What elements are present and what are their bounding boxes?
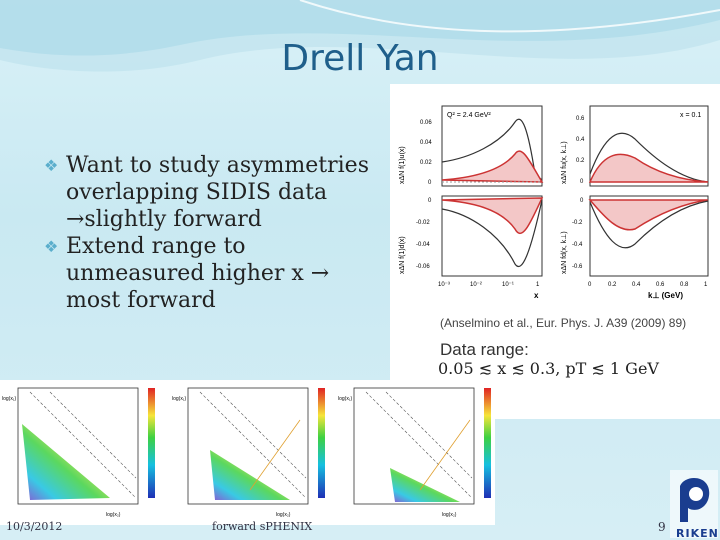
y-tick-label: 0.6 (576, 116, 585, 122)
y-tick-label: 0 (428, 198, 432, 204)
footer-title: forward sPHENIX (212, 520, 313, 533)
y-tick-label: -0.02 (416, 220, 430, 226)
asymmetry-plots: Q² = 2.4 GeV² 0.06 0.04 0.02 0 xΔN f(1)u… (399, 105, 709, 300)
y-axis-label: log(x₁) (172, 396, 187, 402)
y-tick-label: 0.04 (420, 140, 432, 146)
plot-bottom-left: 0 -0.02 -0.04 -0.06 10⁻³ 10⁻² 10⁻¹ 1 x x… (399, 195, 544, 300)
heatmap-strip: log(x₁) log(x₂) log(x₁) log(x₂) log(x₁) … (0, 380, 495, 525)
y-tick-label: -0.4 (572, 242, 583, 248)
y-axis-label: xΔN f(1)u(x) (399, 146, 406, 184)
slide-title: Drell Yan (281, 38, 439, 79)
x-axis-label: log(x₂) (442, 512, 457, 518)
citation: (Anselmino et al., Eur. Phys. J. A39 (20… (440, 316, 687, 330)
x-tick-label: 0 (588, 282, 592, 288)
y-tick-label: 0.4 (576, 137, 585, 143)
bullet-text: Extend range to unmeasured higher x → mo… (66, 234, 330, 313)
bullet-text: Want to study asymmetries overlapping SI… (66, 153, 369, 232)
data-range-formula: 0.05 ≲ x ≲ 0.3, pT ≲ 1 GeV (438, 359, 659, 378)
y-axis-label: xΔN fd(x, k⊥) (561, 231, 568, 274)
plot-annotation: Q² = 2.4 GeV² (447, 112, 491, 119)
bullet-list: ❖ Want to study asymmetries overlapping … (44, 152, 374, 314)
bullet-item: ❖ Extend range to unmeasured higher x → … (44, 233, 374, 314)
asymmetry-figure: Q² = 2.4 GeV² 0.06 0.04 0.02 0 xΔN f(1)u… (390, 84, 720, 419)
plot-top-left: Q² = 2.4 GeV² 0.06 0.04 0.02 0 xΔN f(1)u… (399, 105, 544, 187)
y-tick-label: -0.6 (572, 264, 583, 270)
logo-text: RIKEN (676, 527, 719, 540)
x-tick-label: 10⁻¹ (502, 282, 514, 288)
plot-annotation: x = 0.1 (680, 112, 701, 119)
x-tick-label: 0.2 (608, 282, 617, 288)
y-tick-label: -0.2 (572, 220, 583, 226)
heatmap-panel: log(x₁) log(x₂) (338, 387, 491, 518)
footer-date: 10/3/2012 (6, 520, 63, 533)
x-tick-label: 1 (536, 282, 540, 288)
y-tick-label: 0 (580, 198, 584, 204)
y-tick-label: 0 (428, 180, 432, 186)
x-tick-label: 0.4 (632, 282, 641, 288)
heatmap-panel: log(x₁) log(x₂) (172, 387, 325, 518)
y-tick-label: 0.06 (420, 120, 432, 126)
y-axis-label: log(x₁) (338, 396, 353, 402)
data-range-label: Data range: (440, 340, 529, 359)
x-tick-label: 10⁻² (470, 282, 482, 288)
x-axis-label: log(x₂) (106, 512, 121, 518)
plot-top-right: x = 0.1 0.6 0.4 0.2 0 xΔN fu(x, k⊥) (561, 105, 709, 187)
x-axis-label: log(x₂) (276, 512, 291, 518)
x-tick-label: 1 (704, 282, 708, 288)
y-tick-label: 0 (580, 179, 584, 185)
page-number: 9 (658, 520, 666, 534)
heatmap-figures: log(x₁) log(x₂) log(x₁) log(x₂) log(x₁) … (2, 387, 491, 518)
bullet-icon: ❖ (44, 156, 59, 175)
y-axis-label: xΔN f(1)d(x) (399, 236, 406, 274)
y-tick-label: -0.04 (416, 242, 430, 248)
heatmap-panel: log(x₁) log(x₂) (2, 387, 155, 518)
y-axis-label: xΔN fu(x, k⊥) (561, 141, 568, 184)
bullet-icon: ❖ (44, 237, 59, 256)
y-tick-label: 0.02 (420, 160, 432, 166)
y-tick-label: 0.2 (576, 158, 585, 164)
y-axis-label: log(x₁) (2, 396, 17, 402)
x-axis-label: x (534, 291, 539, 300)
plot-bottom-right: 0 -0.2 -0.4 -0.6 0 0.2 0.4 0.6 0.8 1 k⊥ … (561, 195, 709, 300)
bullet-item: ❖ Want to study asymmetries overlapping … (44, 152, 374, 233)
x-tick-label: 0.8 (680, 282, 689, 288)
header-wave-decoration (0, 0, 720, 72)
x-tick-label: 0.6 (656, 282, 665, 288)
x-tick-label: 10⁻³ (438, 282, 450, 288)
riken-logo-icon (670, 470, 718, 538)
y-tick-label: -0.06 (416, 264, 430, 270)
x-axis-label: k⊥ (GeV) (648, 291, 683, 300)
